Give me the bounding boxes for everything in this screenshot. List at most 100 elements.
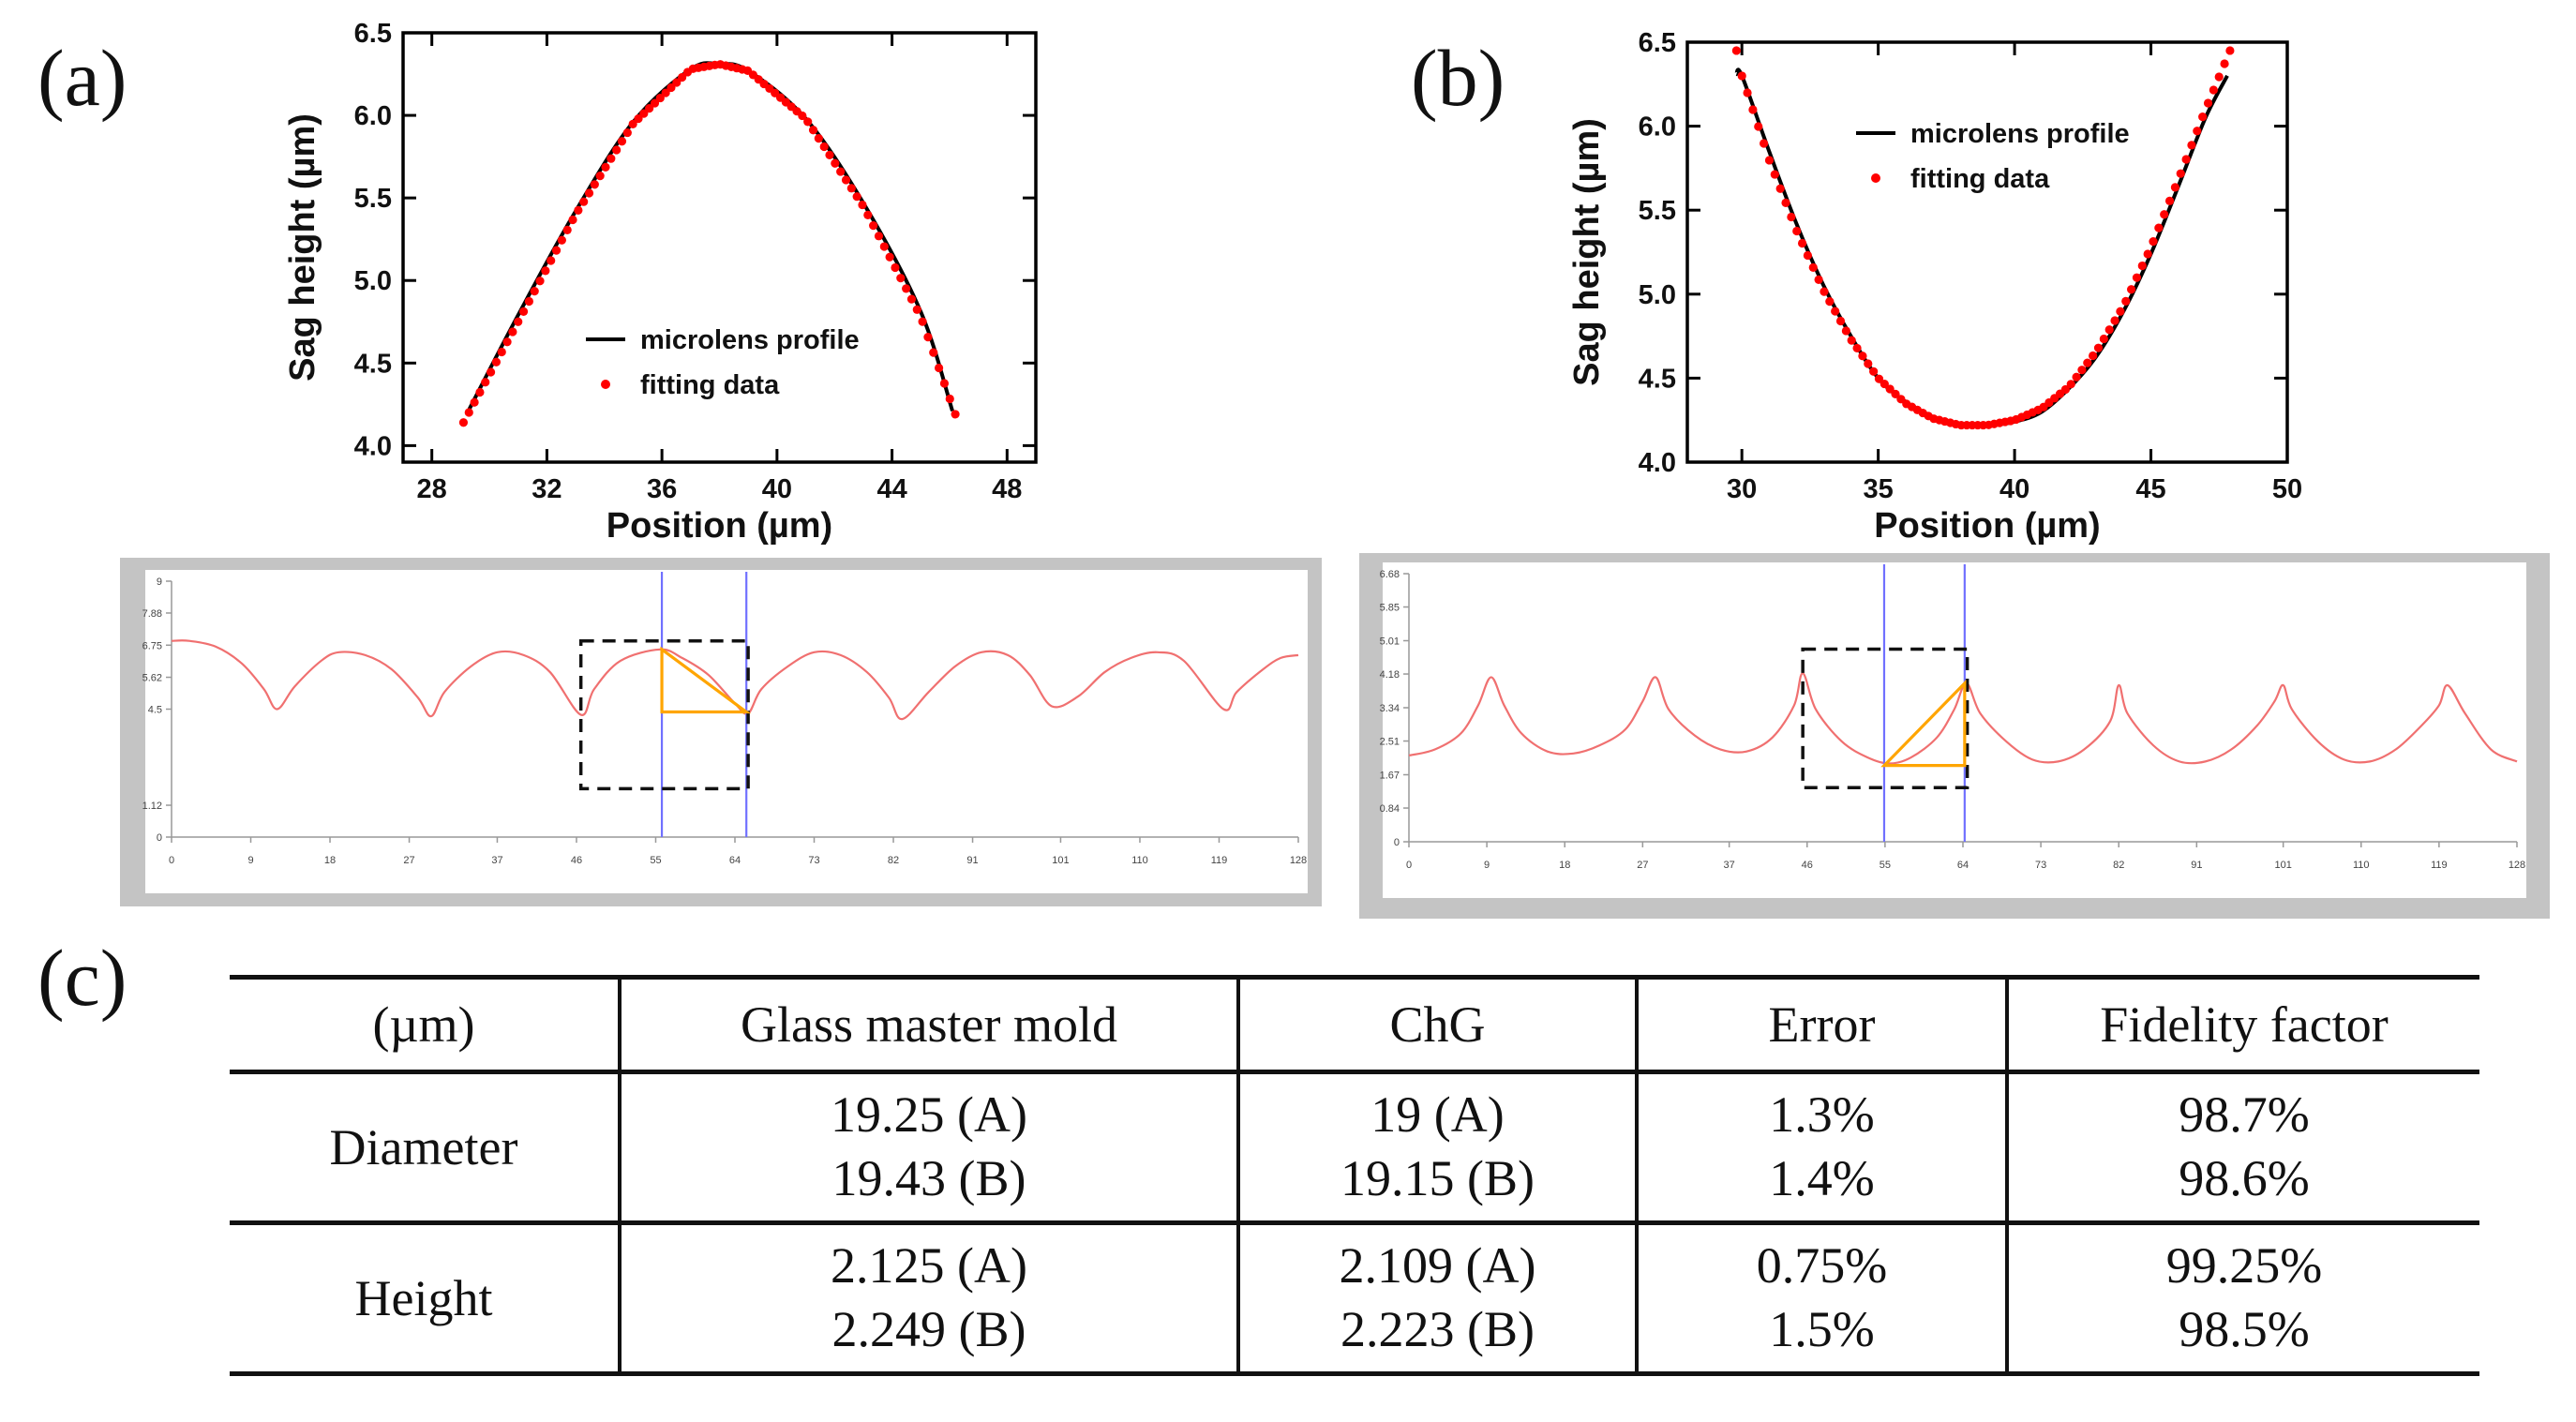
- fitting-data-point: [1808, 262, 1818, 273]
- legend: microlens profile fitting data: [1856, 119, 2130, 194]
- fitting-data-point: [1825, 296, 1835, 307]
- fitting-data-point: [1869, 367, 1879, 376]
- fitting-data-point: [622, 127, 632, 138]
- fitting-data-point: [2077, 366, 2087, 375]
- header-error: Error: [1635, 975, 2007, 1074]
- profile-x-tick-label: 37: [491, 855, 502, 866]
- cell-value: 98.6%: [2179, 1150, 2310, 1207]
- profile-x-tick-label: 37: [1724, 860, 1735, 871]
- fitting-data-point: [1803, 250, 1813, 261]
- fitting-data-point: [2066, 380, 2075, 389]
- profile-x-tick-label: 55: [650, 855, 661, 866]
- fitting-data-point: [2060, 384, 2070, 395]
- fitting-data-point: [1764, 156, 1775, 165]
- fitting-data-point: [518, 307, 529, 316]
- fitting-data-point: [841, 175, 851, 185]
- fitting-data-point: [2099, 334, 2108, 344]
- fitting-data-point: [650, 98, 660, 108]
- fitting-data-point: [798, 111, 807, 121]
- fitting-data-point: [2132, 273, 2142, 282]
- fitting-data-point: [486, 367, 496, 377]
- profile-x-tick-label: 110: [2353, 860, 2370, 871]
- profile-x-tick-label: 18: [324, 855, 336, 866]
- y-tick-label: 6.0: [354, 101, 392, 131]
- fitting-data-point: [2164, 196, 2175, 205]
- fitting-data-point: [935, 363, 944, 373]
- x-tick-label: 48: [992, 474, 1022, 504]
- fitting-data-point: [808, 126, 818, 135]
- profile-x-tick-label: 82: [2113, 860, 2124, 871]
- fitting-data-point: [2160, 210, 2169, 219]
- legend-marker-swatch: [1871, 173, 1880, 183]
- fitting-data-point: [819, 142, 829, 152]
- fitting-data-point: [923, 333, 933, 342]
- fitting-data-point: [2209, 85, 2218, 95]
- fitting-data-point: [1820, 287, 1829, 296]
- fitting-data-point: [2137, 261, 2147, 271]
- fitting-data-point: [2181, 155, 2191, 164]
- fitting-data-point: [814, 134, 823, 143]
- table-cell: 19 (A) 19.15 (B): [1236, 1071, 1637, 1226]
- fidelity-table: (µm) Glass master mold ChG Error Fidelit…: [230, 975, 2479, 1377]
- profile-y-tick-label: 2.51: [1380, 737, 1400, 748]
- profile-x-tick-label: 0: [1406, 860, 1412, 871]
- cell-value: 2.249 (B): [831, 1301, 1026, 1358]
- fitting-data-point: [617, 137, 627, 146]
- y-tick-label: 5.0: [1639, 280, 1676, 310]
- header-glass-master-mold: Glass master mold: [618, 975, 1238, 1074]
- fitting-data-point: [672, 78, 681, 87]
- fitting-data-point: [1885, 384, 1895, 394]
- panel-label-a: (a): [37, 33, 127, 123]
- legend-label: fitting data: [640, 370, 780, 400]
- fitting-data-point: [530, 287, 539, 296]
- profile-y-tick-label: 4.5: [148, 705, 162, 716]
- y-tick-label: 4.0: [1639, 448, 1676, 478]
- y-tick-label: 5.5: [1639, 196, 1676, 226]
- x-tick-label: 32: [532, 474, 562, 504]
- fitting-data-point: [2110, 316, 2119, 325]
- fitting-data-point: [595, 171, 605, 181]
- x-axis-label: Position (µm): [607, 506, 832, 546]
- fitting-data-point: [2143, 249, 2152, 259]
- panel-label-b: (b): [1411, 33, 1505, 123]
- profile-x-tick-label: 9: [247, 855, 253, 866]
- fitting-data-point: [1831, 307, 1840, 316]
- fitting-data-point: [514, 317, 523, 326]
- cell-value: 98.5%: [2179, 1301, 2310, 1358]
- y-tick-label: 6.0: [1639, 112, 1676, 142]
- fitting-data-point: [475, 387, 485, 397]
- profile-x-tick-label: 91: [966, 855, 978, 866]
- x-tick-label: 50: [2272, 474, 2302, 504]
- fitting-data-point: [1770, 170, 1779, 179]
- profile-trace: [1408, 672, 2518, 765]
- profile-x-tick-label: 0: [169, 855, 174, 866]
- cell-value: 19.25 (A): [831, 1086, 1027, 1143]
- fitting-data-point: [508, 327, 517, 337]
- table-cell: 2.109 (A) 2.223 (B): [1236, 1222, 1637, 1377]
- table-cell: 98.7% 98.6%: [2005, 1071, 2479, 1226]
- fitting-data-point: [2170, 183, 2180, 192]
- profile-y-tick-label: 1.67: [1380, 771, 1400, 782]
- y-tick-label: 6.5: [354, 19, 392, 49]
- table-cell: 19.25 (A) 19.43 (B): [618, 1071, 1238, 1226]
- profile-x-tick-label: 128: [1290, 855, 1307, 866]
- profile-y-tick-label: 3.34: [1380, 703, 1400, 714]
- sag-chart-a: 28 32 36 40 44 48 4.0 4.5 5.0 5.5 6.0 6.5 Position (…: [283, 19, 1038, 546]
- fitting-data-point: [2214, 72, 2224, 82]
- fitting-data-point: [2104, 325, 2114, 335]
- fitting-data-point: [628, 119, 637, 128]
- y-tick-label: 4.5: [1639, 364, 1676, 394]
- x-tick-label: 35: [1864, 474, 1894, 504]
- fitting-data-point: [1737, 71, 1746, 81]
- profile-x-tick-label: 101: [2274, 860, 2291, 871]
- cell-value: 19.15 (B): [1340, 1150, 1535, 1207]
- surface-profile-profile-b: 0 9 18 27 37 46 55 64 73 82 91 101 110 119 128 0 0.84 1.6…: [1359, 553, 2550, 919]
- fitting-data-point: [557, 235, 566, 245]
- cell-value: 19.43 (B): [831, 1150, 1026, 1207]
- fitting-data-point: [458, 418, 469, 427]
- header-fidelity-factor: Fidelity factor: [2005, 975, 2479, 1074]
- cell-value: 2.109 (A): [1339, 1237, 1536, 1295]
- fitting-data-point: [547, 256, 556, 265]
- measurement-triangle: [1880, 679, 1967, 768]
